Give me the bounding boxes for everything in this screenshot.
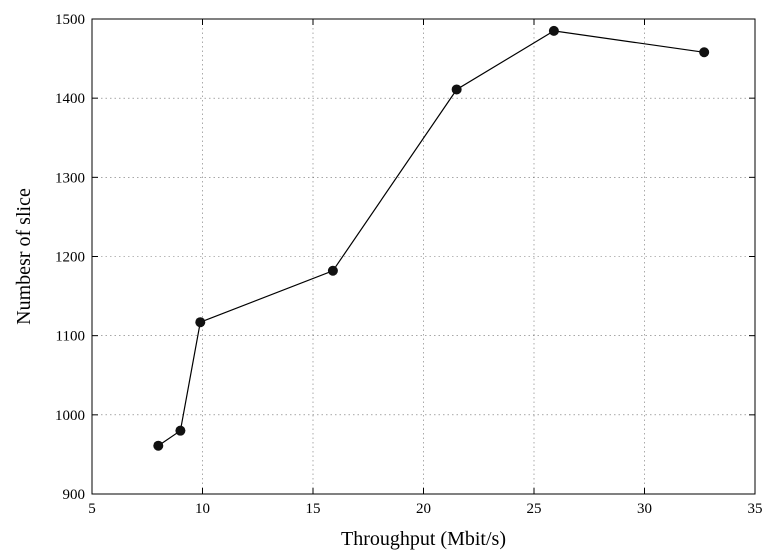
series (153, 25, 710, 451)
y-tick-label: 1100 (56, 329, 85, 345)
data-point (699, 47, 710, 58)
y-tick-label: 1300 (55, 170, 85, 186)
x-tick-label: 35 (748, 501, 763, 517)
x-tick-labels: 5 10 15 20 25 30 35 (88, 501, 762, 517)
axis-ticks (91, 18, 756, 495)
data-point (153, 440, 164, 451)
y-tick-label: 1000 (55, 408, 85, 424)
data-point (327, 265, 338, 276)
data-point (451, 84, 462, 95)
x-tick-label: 20 (416, 501, 431, 517)
grid (92, 19, 755, 494)
x-tick-label: 25 (527, 501, 542, 517)
x-tick-label: 10 (195, 501, 210, 517)
data-point (175, 425, 186, 436)
x-axis-title: Throughput (Mbit/s) (341, 528, 506, 550)
y-tick-label: 1500 (55, 12, 85, 28)
y-tick-labels: 900 1000 1100 1200 1300 1400 1500 (55, 12, 85, 503)
series-line (157, 30, 705, 447)
y-tick-label: 1400 (55, 91, 85, 107)
x-tick-label: 30 (637, 501, 652, 517)
x-tick-label: 15 (306, 501, 321, 517)
y-axis-title: Numbesr of slice (13, 188, 35, 325)
x-tick-label: 5 (88, 501, 96, 517)
y-tick-label: 1200 (55, 250, 85, 266)
data-point (195, 317, 206, 328)
y-tick-label: 900 (63, 487, 86, 503)
data-point (548, 25, 559, 36)
